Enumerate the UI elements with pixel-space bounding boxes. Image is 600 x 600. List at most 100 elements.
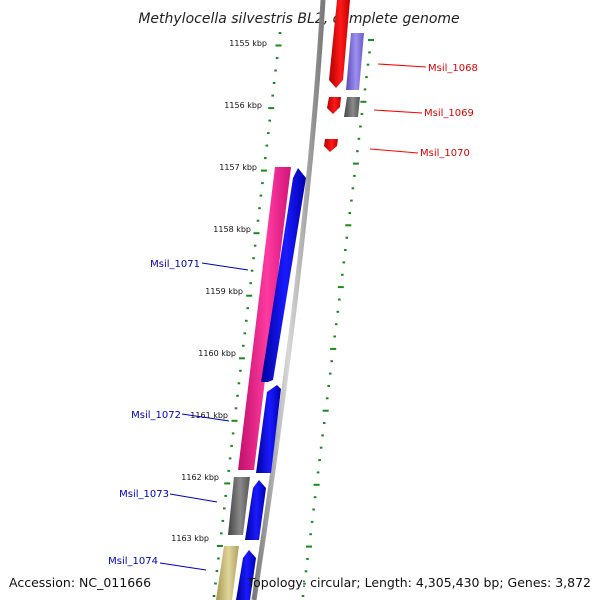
tick-mark-left	[258, 207, 261, 210]
tick-mark-left	[236, 394, 239, 397]
diagram-title: Methylocella silvestris BL2, complete ge…	[138, 11, 459, 27]
tick-mark-left	[221, 519, 225, 522]
gene-label-msil-1073: Msil_1073	[119, 489, 169, 500]
tick-mark-right	[356, 150, 359, 153]
tick-label: 1161 kbp	[190, 411, 228, 420]
tick-mark-right	[325, 397, 329, 400]
tick-mark-left	[274, 69, 277, 72]
tick-label: 1155 kbp	[229, 39, 267, 48]
tick-mark-right	[345, 224, 352, 227]
gene-label-msil-1069: Msil_1069	[424, 108, 474, 119]
gene-labels: Msil_1068 Msil_1069 Msil_1070 Msil_1071 …	[108, 63, 478, 567]
gene-block-msil-1074	[236, 550, 256, 600]
tick-mark-right	[301, 595, 305, 597]
tick-mark-left	[228, 457, 232, 460]
tick-mark-left	[249, 282, 252, 285]
tick-mark-right	[368, 39, 374, 41]
tick-mark-left	[245, 319, 248, 322]
tick-mark-left	[250, 269, 254, 272]
tick-mark-left	[272, 82, 276, 84]
tick-mark-left	[243, 332, 247, 335]
tick-mark-right	[310, 520, 314, 523]
tick-mark-left	[261, 182, 264, 185]
tick-mark-right	[309, 533, 312, 536]
tick-labels: 1155 kbp 1156 kbp 1157 kbp 1158 kbp 1159…	[171, 39, 267, 543]
tick-mark-right	[350, 199, 353, 202]
tick-mark-right	[360, 100, 367, 103]
tick-mark-right	[306, 557, 309, 560]
tick-mark-right	[337, 286, 344, 289]
tick-mark-right	[306, 545, 312, 548]
tick-mark-left	[268, 119, 271, 122]
tick-mark-right	[359, 125, 362, 128]
tick-label: 1156 kbp	[224, 101, 262, 110]
tick-mark-right	[313, 483, 320, 486]
tick-mark-right	[318, 459, 321, 462]
tick-mark-left	[220, 532, 223, 535]
tick-mark-right	[322, 409, 329, 412]
tick-mark-left	[275, 44, 282, 47]
tick-mark-right	[327, 385, 330, 387]
genome-backbone	[251, 0, 326, 600]
tick-mark-right	[345, 236, 349, 239]
tick-mark-left	[234, 407, 238, 410]
gene-block-gray-lower	[228, 477, 250, 535]
tick-mark-left	[253, 232, 260, 235]
tick-mark-left	[224, 494, 227, 497]
tick-mark-right	[303, 582, 306, 585]
tick-mark-right	[330, 347, 337, 350]
tick-mark-right	[360, 113, 364, 116]
tick-mark-right	[304, 570, 308, 573]
tick-mark-right	[334, 323, 338, 326]
tick-tracks	[212, 32, 374, 597]
tick-mark-left	[278, 32, 282, 34]
tick-mark-left	[217, 557, 220, 560]
gene-block-msil-1070	[324, 139, 338, 152]
tick-mark-right	[357, 137, 361, 140]
tick-mark-left	[238, 357, 245, 360]
tick-mark-left	[230, 444, 233, 447]
tick-mark-left	[216, 545, 223, 547]
tick-mark-left	[227, 469, 230, 472]
tick-label: 1157 kbp	[219, 163, 257, 172]
genome-summary-text: Topology: circular; Length: 4,305,430 bp…	[247, 575, 591, 590]
tick-mark-right	[344, 249, 347, 251]
tick-mark-left	[267, 132, 270, 135]
gene-label-msil-1071: Msil_1071	[150, 259, 200, 270]
tick-mark-right	[368, 51, 371, 54]
tick-mark-left	[214, 582, 217, 585]
tick-mark-left	[264, 157, 267, 160]
tick-mark-left	[252, 257, 255, 260]
tick-mark-left	[253, 244, 257, 247]
gene-block-msil-1069	[327, 97, 341, 114]
gene-block-tan	[216, 546, 239, 600]
tick-mark-left	[275, 57, 279, 59]
tick-mark-right	[312, 508, 315, 511]
gene-label-msil-1072: Msil_1072	[131, 410, 181, 421]
tick-label: 1162 kbp	[181, 473, 219, 482]
accession-text: Accession: NC_011666	[9, 575, 152, 590]
tick-mark-left	[246, 294, 253, 297]
tick-mark-left	[242, 344, 245, 347]
gene-block-purple	[346, 33, 364, 90]
tick-mark-left	[265, 144, 269, 147]
tick-mark-left	[259, 194, 263, 197]
gene-block-pink	[238, 167, 291, 470]
tick-mark-right	[338, 298, 341, 301]
tick-mark-left	[256, 219, 260, 222]
tick-mark-left	[212, 595, 216, 597]
tick-mark-left	[231, 432, 235, 435]
tick-mark-right	[351, 187, 355, 190]
tick-label: 1163 kbp	[171, 534, 209, 543]
tick-mark-left	[268, 107, 275, 110]
tick-mark-right	[341, 273, 344, 276]
tick-mark-left	[246, 307, 249, 310]
tick-label: 1159 kbp	[205, 287, 243, 296]
tick-mark-right	[313, 496, 317, 499]
tick-mark-right	[316, 471, 320, 474]
tick-mark-left	[239, 369, 242, 372]
tick-mark-right	[328, 372, 332, 375]
tick-mark-right	[363, 88, 367, 91]
gene-block-msil-1072	[256, 385, 281, 473]
